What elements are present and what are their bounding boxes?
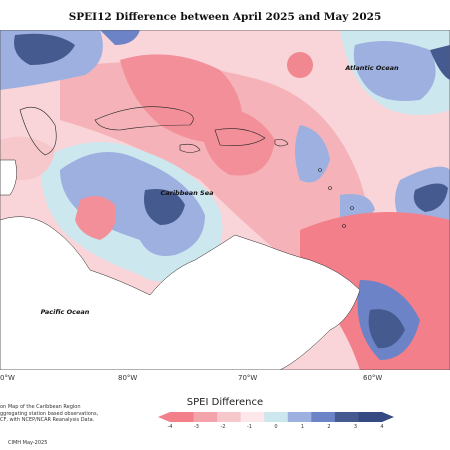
legend-tick-label: 1 (300, 424, 305, 430)
legend-tick-label: -4 (167, 424, 173, 430)
footnote-line: ggregating station based observations, (0, 410, 99, 417)
label-caribbean: Caribbean Sea (160, 189, 213, 197)
legend-title: SPEI Difference (186, 397, 264, 408)
field-dark-nw (14, 33, 75, 65)
cuba-outline (94, 106, 194, 131)
island-d (342, 224, 346, 228)
land-mass (0, 216, 361, 370)
land-yucatan (0, 159, 17, 196)
legend-swatch (287, 412, 312, 422)
legend-tick-label: -2 (220, 424, 226, 430)
puerto-rico-outline (274, 139, 289, 147)
legend-tick-label: 2 (327, 424, 331, 430)
legend-swatch (311, 412, 336, 422)
legend-arrow-left (158, 412, 170, 422)
label-atlantic: Atlantic Ocean (344, 64, 399, 72)
legend-tick-label: 3 (353, 424, 358, 430)
island-c (350, 206, 354, 210)
island-a (318, 168, 322, 172)
footnote: on Map of the Caribbean Region ggregatin… (0, 404, 150, 424)
legend-tick-label: -3 (194, 424, 199, 430)
field-dark-east (413, 183, 448, 212)
legend-swatch (358, 412, 383, 422)
legend-swatch (217, 412, 242, 422)
legend-swatch (264, 412, 289, 422)
footnote-line: on Map of the Caribbean Region (0, 404, 81, 410)
footnote-line: CF, with NCEP/NCAR Reanalysis Data. (0, 417, 95, 423)
island-b (328, 186, 332, 190)
field-blue-nw2 (100, 30, 140, 45)
legend-tick-label: 0 (274, 424, 278, 430)
field-blue-antilles (295, 125, 330, 183)
legend-arrow-right (382, 412, 394, 422)
field-blue-ne (353, 41, 436, 101)
legend-tick-label: -1 (247, 424, 252, 430)
lon-label-60: 60°W (363, 374, 383, 382)
jamaica-outline (179, 143, 201, 153)
field-red-hispaniola (200, 108, 275, 176)
field-dark-ne (430, 45, 450, 80)
lon-label-70: 70°W (238, 374, 258, 382)
credit: CIMH May-2025 (8, 440, 48, 446)
legend-tick-label: 4 (380, 424, 384, 430)
legend-swatch (334, 412, 359, 422)
map-title: SPEI12 Difference between April 2025 and… (68, 11, 382, 23)
field-red-sw (75, 196, 116, 240)
field-dark-se (368, 309, 405, 349)
legend-swatch (170, 412, 195, 422)
legend-colorbar (158, 412, 394, 422)
spei-map: Atlantic Ocean Caribbean Sea Pacific Oce… (0, 30, 450, 370)
field-pink-central (60, 62, 370, 280)
hispaniola-outline (214, 128, 266, 146)
legend-swatch (193, 412, 218, 422)
field-dark-carib (144, 189, 185, 225)
yucatan-outline (19, 106, 57, 156)
label-pacific: Pacific Ocean (41, 308, 90, 316)
lon-label-partial: 0°W (0, 374, 15, 382)
field-red-spot (287, 52, 313, 78)
lon-label-80: 80°W (118, 374, 138, 382)
legend-swatch (240, 412, 265, 422)
field-blue-carib (60, 152, 205, 256)
